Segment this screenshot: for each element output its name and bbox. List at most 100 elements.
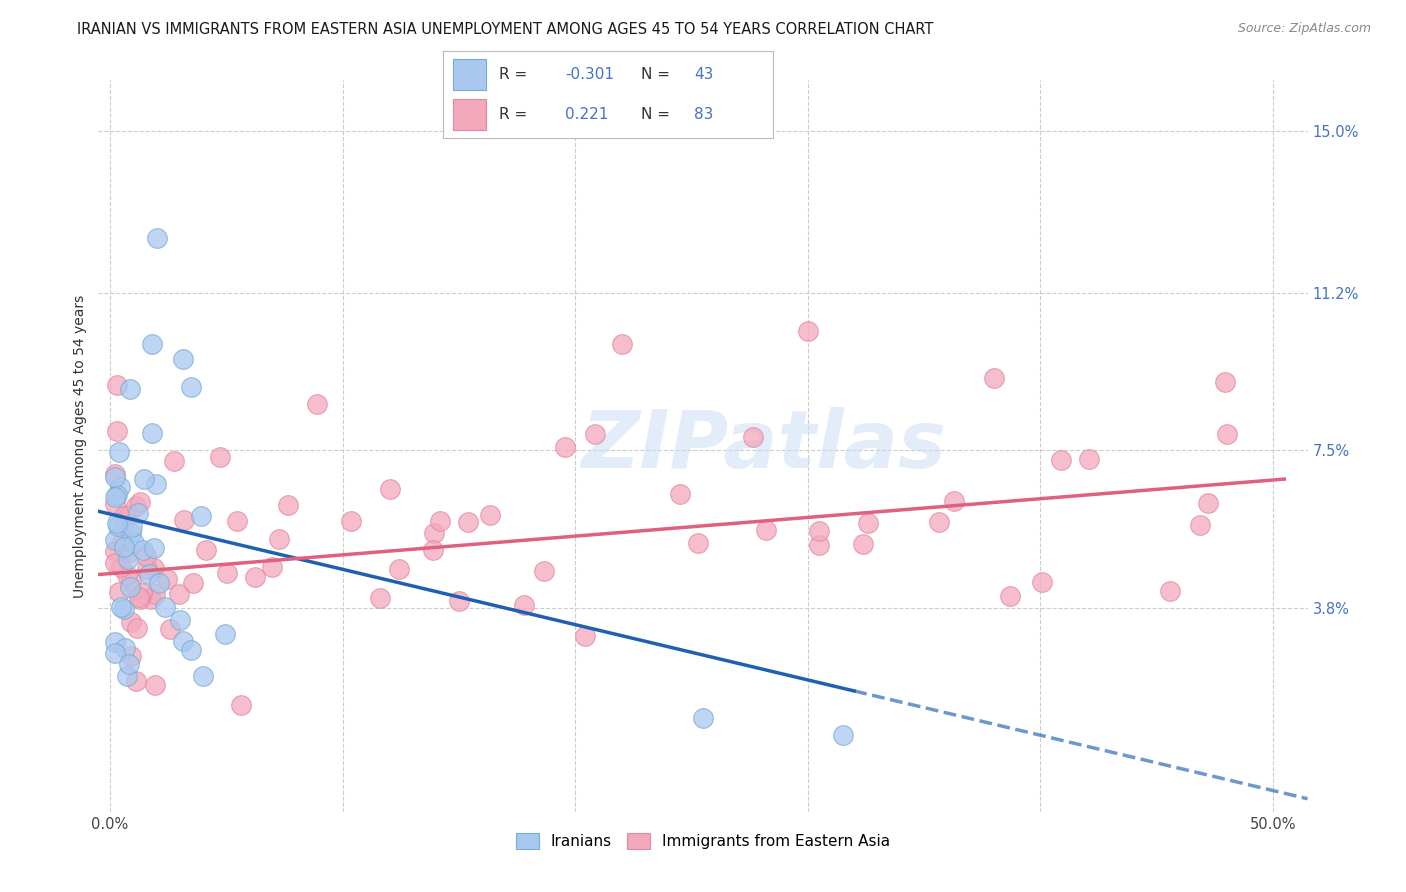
Point [173,512,195,526]
Point [148,576,170,591]
Point [110,535,132,549]
Point [117,669,139,683]
Point [142,561,165,575]
Point [796,324,818,338]
Point [1213,375,1236,389]
Legend: Iranians, Immigrants from Eastern Asia: Iranians, Immigrants from Eastern Asia [509,827,897,855]
Point [610,337,633,351]
Point [108,445,131,459]
Point [120,649,142,664]
Point [115,568,138,582]
Point [742,430,765,444]
Point [131,585,153,599]
Point [136,562,159,576]
Point [135,549,157,563]
Point [831,728,853,742]
Point [943,494,966,508]
Point [112,521,135,535]
Point [194,542,217,557]
Point [129,592,152,607]
Point [422,543,444,558]
Point [104,646,127,660]
Point [127,621,149,635]
Point [125,500,148,514]
Point [754,523,776,537]
Point [668,487,690,501]
Point [104,544,127,558]
Point [118,580,141,594]
Point [214,626,236,640]
Point [1197,496,1219,510]
Point [172,634,194,648]
Point [120,615,142,629]
Point [1031,575,1053,590]
Point [277,498,299,512]
Y-axis label: Unemployment Among Ages 45 to 54 years: Unemployment Among Ages 45 to 54 years [73,294,87,598]
Text: R =: R = [499,107,527,122]
Point [132,543,155,558]
Point [104,497,127,511]
Point [125,674,148,689]
Point [114,641,136,656]
Point [267,533,290,547]
Point [180,643,202,657]
Point [105,488,128,502]
Text: ZIPatlas: ZIPatlas [581,407,946,485]
Text: N =: N = [641,107,671,122]
Point [118,657,141,672]
Point [554,440,576,454]
Point [134,472,156,486]
Text: 0.221: 0.221 [565,107,609,122]
Point [143,541,166,555]
Point [112,601,135,615]
Point [145,477,167,491]
Point [117,551,139,566]
Point [574,629,596,643]
Point [112,540,135,554]
Point [138,566,160,581]
Point [190,509,212,524]
Point [104,556,127,570]
Point [1189,517,1212,532]
Point [307,397,329,411]
Point [120,574,142,588]
Point [447,594,470,608]
Point [143,678,166,692]
Point [208,450,231,464]
Point [422,526,444,541]
Point [457,515,479,529]
Point [128,590,150,604]
Point [1050,452,1073,467]
Point [429,514,451,528]
Point [478,508,501,522]
Point [105,377,128,392]
Point [105,516,128,531]
Point [107,519,129,533]
Point [340,514,363,528]
Point [141,591,163,606]
Point [122,536,145,550]
Point [129,495,152,509]
Point [368,591,391,605]
Bar [453,99,486,130]
Text: R =: R = [499,67,527,82]
Text: IRANIAN VS IMMIGRANTS FROM EASTERN ASIA UNEMPLOYMENT AMONG AGES 45 TO 54 YEARS C: IRANIAN VS IMMIGRANTS FROM EASTERN ASIA … [77,22,934,37]
Point [533,564,555,578]
Point [191,668,214,682]
Point [104,490,127,504]
Point [388,562,411,576]
Point [110,600,132,615]
Point [141,425,163,440]
Text: Source: ZipAtlas.com: Source: ZipAtlas.com [1237,22,1371,36]
Point [215,566,238,580]
Text: N =: N = [641,67,671,82]
Point [121,519,143,533]
Point [104,533,127,548]
Point [808,524,831,539]
Point [180,380,202,394]
Point [583,427,606,442]
Point [120,382,142,396]
Point [110,480,132,494]
Bar [453,59,486,90]
Point [998,589,1021,603]
